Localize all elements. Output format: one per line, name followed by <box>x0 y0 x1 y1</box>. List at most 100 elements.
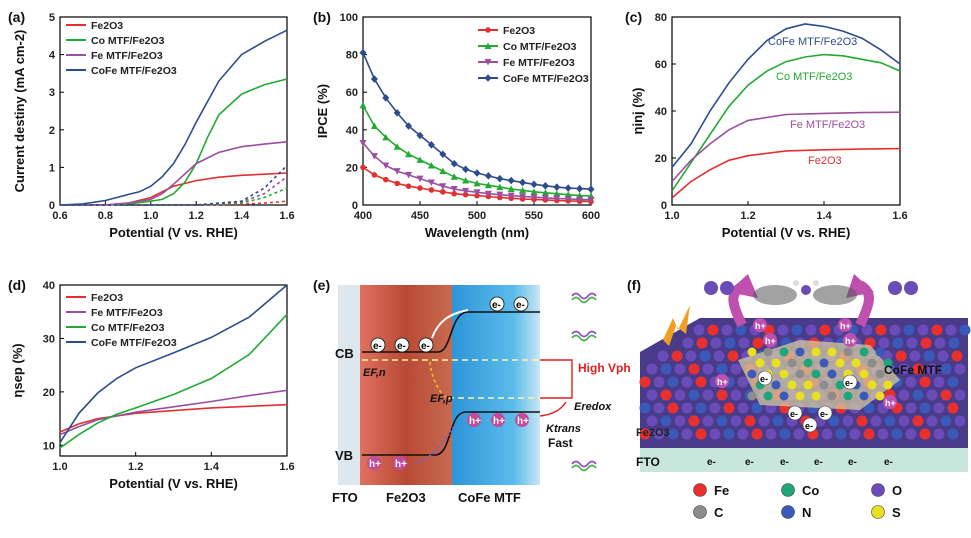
data-point-b-2 <box>530 194 538 201</box>
lattice-atom <box>934 337 946 349</box>
y-tick-label-d: 20 <box>43 387 55 399</box>
series-line-d-2 <box>59 313 288 449</box>
mtf-atom <box>835 380 845 390</box>
atom-legend-label: C <box>714 505 724 520</box>
lattice-atom <box>751 428 763 440</box>
lattice-atom <box>730 363 742 375</box>
y-tick-label-c: 20 <box>655 153 667 165</box>
panel-label-a: (a) <box>8 9 25 25</box>
chart-a-ipv-curves: (a) 0.6 0.8 1.0 1.2 1.4 1.6 0 1 2 3 4 5 Potential (V … <box>8 9 295 240</box>
lattice-atom <box>646 363 658 375</box>
light-bolt-icon <box>663 305 690 346</box>
atom-legend-swatch <box>781 483 795 497</box>
lattice-atom <box>777 324 789 336</box>
lattice-atom <box>667 428 679 440</box>
photovoltage-bracket <box>540 359 573 399</box>
series-line-d-0 <box>59 403 288 433</box>
series-line-a-3 <box>59 29 288 206</box>
mtf-atom <box>827 391 837 401</box>
svg-text:e-: e- <box>780 457 789 468</box>
x-tick-label-c: 1.0 <box>664 210 679 222</box>
mtf-atom <box>811 347 821 357</box>
lattice-atom <box>695 376 707 388</box>
data-point-b-2 <box>507 192 515 200</box>
data-point-b-3 <box>553 183 561 191</box>
lattice-atom <box>737 376 749 388</box>
legend-label-a: Fe MTF/Fe2O3 <box>91 50 163 62</box>
data-point-b-1 <box>462 177 470 184</box>
data-point-b-3 <box>427 141 435 149</box>
quasi-fermi-curve <box>429 361 449 399</box>
lattice-atom <box>856 415 868 427</box>
data-point-b-3 <box>484 172 492 180</box>
series-line-d-3 <box>59 284 288 444</box>
x-tick-label-d: 1.0 <box>52 461 67 473</box>
data-point-b-3 <box>530 180 538 189</box>
atom-legend-label: Fe <box>714 483 729 498</box>
lattice-atom <box>688 389 700 401</box>
lattice-atom <box>912 363 924 375</box>
data-point-b-2 <box>393 168 401 175</box>
cofe-mtf-label-f: CoFe MTF <box>884 363 942 377</box>
svg-text:h+: h+ <box>840 321 851 331</box>
legend-marker-b <box>484 59 492 66</box>
data-point-b-3 <box>587 185 595 194</box>
data-point-b-0 <box>383 176 389 183</box>
vb-label: VB <box>335 448 353 463</box>
x-tick-label-c: 1.2 <box>740 210 755 222</box>
data-point-b-2 <box>519 193 527 200</box>
legend-marker-b <box>484 74 492 82</box>
lattice-atom <box>653 402 665 414</box>
mtf-atom <box>819 358 829 368</box>
x-tick-label-a: 1.0 <box>143 210 158 222</box>
y-tick-label-b: 60 <box>346 87 358 99</box>
legend-label-c: Fe MTF/Fe2O3 <box>790 119 865 131</box>
plot-frame-d <box>59 284 288 457</box>
lattice-atom <box>699 350 711 362</box>
lattice-atom <box>933 402 945 414</box>
mtf-atom <box>811 369 821 379</box>
efn-label: EF,n <box>363 367 386 379</box>
lattice-atom <box>674 363 686 375</box>
lattice-atom <box>667 376 679 388</box>
data-point-b-1 <box>416 156 424 163</box>
data-point-b-3 <box>382 94 390 102</box>
svg-text:e-: e- <box>820 409 828 419</box>
y-tick-label-a: 2 <box>49 125 55 137</box>
data-point-b-2 <box>427 179 435 186</box>
lattice-atom <box>947 376 959 388</box>
lattice-atom <box>954 415 966 427</box>
data-point-b-2 <box>370 153 378 160</box>
data-point-b-3 <box>370 75 378 83</box>
chart-b-ipce: (b) 400 450 500 550 600 0 20 40 60 80 100 Wavelength… <box>313 9 600 240</box>
y-tick-label-b: 40 <box>346 125 358 137</box>
lattice-atom <box>660 363 672 375</box>
legend-label-c: Co MTF/Fe2O3 <box>776 71 852 83</box>
svg-text:h+: h+ <box>369 459 381 470</box>
mtf-atom <box>763 391 773 401</box>
mtf-atom <box>867 358 877 368</box>
data-point-b-2 <box>484 190 492 198</box>
lattice-atom <box>898 363 910 375</box>
legend-label-b: CoFe MTF/Fe2O3 <box>503 73 589 85</box>
lattice-atom <box>667 402 679 414</box>
svg-text:h+: h+ <box>493 416 505 427</box>
svg-text:h+: h+ <box>717 377 728 387</box>
data-point-b-1 <box>496 183 504 191</box>
lattice-atom <box>695 402 707 414</box>
lattice-atom <box>861 324 873 336</box>
lattice-atom <box>674 415 686 427</box>
lattice-atom <box>716 415 728 427</box>
mtf-atom <box>747 347 757 357</box>
mtf-atom <box>779 369 789 379</box>
lattice-atom <box>723 428 735 440</box>
legend-label-b: Fe2O3 <box>503 25 535 37</box>
mtf-atom <box>803 358 813 368</box>
lattice-atom <box>917 324 929 336</box>
mtf-atom <box>875 391 885 401</box>
lattice-atom <box>681 428 693 440</box>
mtf-atom <box>883 358 893 368</box>
mtf-atom <box>787 358 797 368</box>
data-point-b-0 <box>371 172 378 178</box>
